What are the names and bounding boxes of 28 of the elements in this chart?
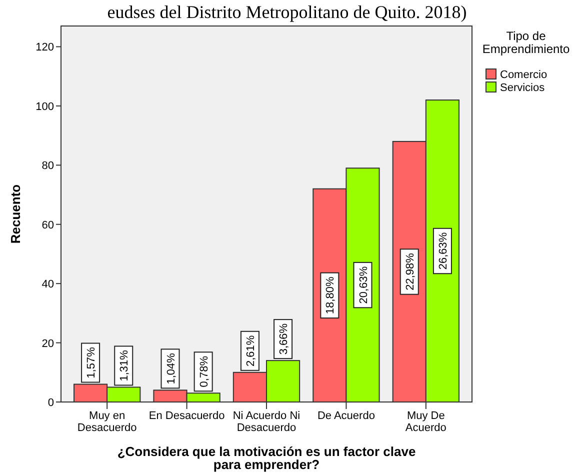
annotation: 22,98%: [404, 252, 416, 290]
annotation: 2,61%: [244, 335, 257, 366]
annotation: 20,63%: [358, 266, 370, 304]
x-tick-label: Muy en Desacuerdo: [77, 410, 137, 434]
annotation: 1,04%: [165, 352, 178, 384]
y-tick-label: 80: [42, 160, 54, 172]
legend-label: Servicios: [500, 82, 546, 94]
y-tick-label: 100: [36, 100, 54, 113]
annotation: 1,57%: [86, 346, 98, 378]
annotation: 18,80%: [324, 276, 337, 314]
legend-label: Comercio: [500, 69, 548, 81]
x-axis-title: ¿Considera que la motivación es un factor clave para emprender?: [117, 444, 416, 472]
y-tick-label: 20: [42, 338, 54, 350]
legend-title: Tipo de Emprendimiento: [482, 29, 570, 56]
x-tick-label: De Acuerdo: [317, 410, 375, 422]
y-tick-label: 60: [42, 219, 54, 232]
y-tick-label: 40: [42, 278, 54, 291]
y-tick-label: 0: [48, 397, 54, 409]
annotation: 26,63%: [437, 232, 450, 270]
annotation: 3,66%: [278, 323, 290, 355]
annotation: 1,31%: [118, 350, 131, 382]
y-axis-title: Recuento: [8, 184, 23, 244]
x-tick-label: En Desacuerdo: [148, 410, 225, 422]
chart-title: eudses del Distrito Metropolitano de Quito. 2018): [107, 2, 467, 22]
y-tick-label: 120: [36, 42, 54, 54]
x-tick-label: Ni Acuerdo Ni Desacuerdo: [232, 410, 300, 434]
annotation: 0,78%: [198, 356, 210, 388]
x-tick-label: Muy De Acuerdo: [405, 410, 446, 434]
